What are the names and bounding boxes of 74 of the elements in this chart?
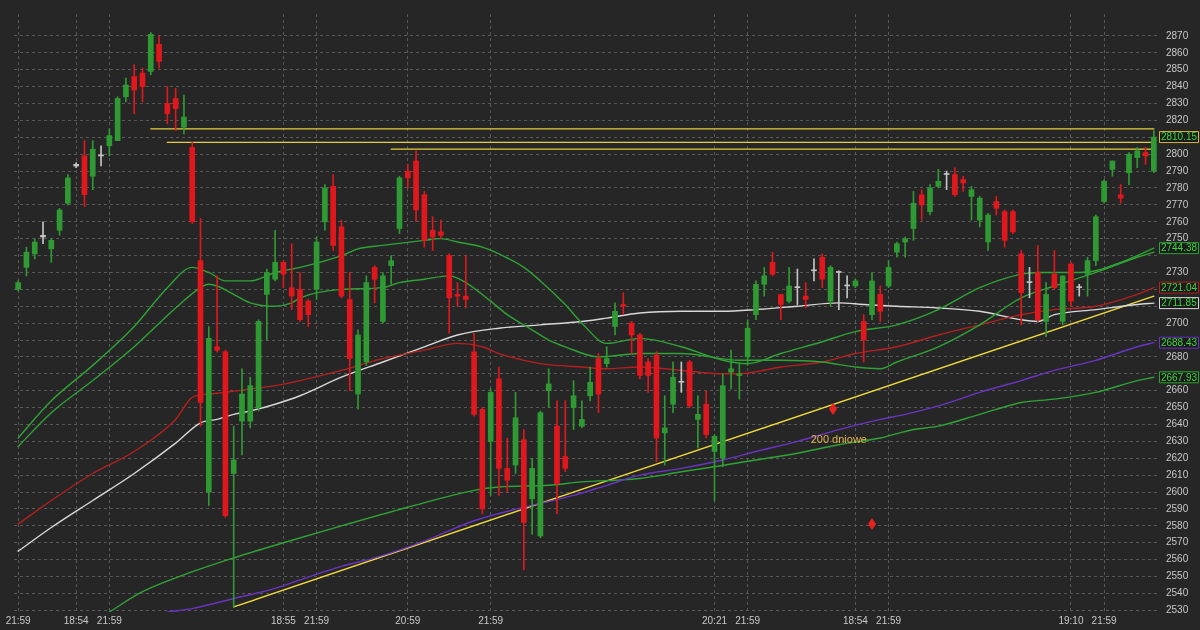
y-tick-label: 2550 (1166, 570, 1189, 582)
line-series (17, 286, 1155, 525)
data-label: 2744.38 (1160, 242, 1198, 254)
y-tick-label: 2860 (1166, 46, 1189, 58)
y-tick-label: 2640 (1166, 418, 1189, 430)
y-tick-label: 2780 (1166, 181, 1189, 193)
y-tick-label: 2580 (1166, 519, 1189, 531)
x-tick-label: 21:59 (876, 614, 902, 626)
y-tick-label: 2620 (1166, 452, 1189, 464)
candlestick (1076, 283, 1083, 297)
candlestick (40, 221, 46, 245)
y-tick-label: 2730 (1166, 266, 1189, 278)
y-tick-label: 2590 (1166, 502, 1189, 514)
candlestick (288, 243, 295, 310)
x-tick-label: 20:21 (701, 614, 728, 626)
candlestick (504, 437, 511, 493)
y-tick-label: 2700 (1166, 316, 1189, 328)
data-label: 2721.04 (1160, 281, 1198, 293)
x-tick-label: 21:59 (735, 614, 761, 626)
candlestick (388, 255, 395, 285)
line-series (166, 341, 1155, 612)
data-label: 2667.93 (1160, 371, 1198, 383)
y-tick-label: 2600 (1166, 485, 1189, 497)
y-tick-label: 2820 (1166, 114, 1189, 126)
candlestick (214, 275, 220, 353)
y-tick-label: 2800 (1166, 147, 1189, 159)
y-tick-label: 2570 (1166, 536, 1189, 548)
x-tick-label: 21:59 (1091, 614, 1118, 626)
y-tick-label: 2750 (1166, 232, 1189, 244)
candlestick (661, 395, 668, 466)
candlestick (545, 368, 552, 408)
candlestick (620, 292, 627, 316)
y-tick-label: 2530 (1166, 604, 1189, 616)
y-tick-label: 2770 (1166, 198, 1189, 210)
x-tick-label: 20:59 (395, 614, 421, 626)
x-tick-label: 21:59 (478, 614, 504, 626)
y-tick-label: 2650 (1166, 401, 1189, 413)
y-tick-label: 2680 (1166, 350, 1189, 362)
x-tick-label: 21:59 (96, 614, 123, 626)
candlestick (230, 425, 237, 608)
candlestick (462, 255, 469, 309)
candlestick (902, 236, 908, 258)
y-tick-label: 2540 (1166, 587, 1189, 599)
y-tick-label: 2630 (1166, 435, 1189, 447)
candlestick (811, 258, 817, 282)
series-label: 200 dniowe (810, 433, 867, 446)
y-tick-label: 2560 (1166, 553, 1189, 565)
candlestick (562, 400, 569, 473)
candlestick (836, 270, 842, 310)
y-tick-label: 2840 (1166, 80, 1189, 92)
candlestick (1117, 184, 1124, 204)
data-label: 2688.43 (1160, 336, 1198, 348)
candlestick (802, 282, 809, 309)
y-tick-label: 2830 (1166, 97, 1189, 109)
x-tick-label: 18:54 (842, 614, 869, 626)
y-tick-label: 2760 (1166, 215, 1189, 227)
x-tick-label: 19:10 (1058, 614, 1084, 626)
candlestick (728, 349, 734, 390)
candlestick (960, 175, 967, 192)
line-series (108, 376, 1155, 612)
annotation: 2810.15 (1160, 131, 1198, 143)
x-tick-label: 21:59 (5, 614, 32, 626)
y-tick-label: 2610 (1166, 468, 1189, 480)
x-tick-label: 21:59 (304, 614, 330, 626)
y-tick-label: 2660 (1166, 384, 1189, 396)
candlestick (438, 219, 444, 239)
x-tick-label: 18:54 (63, 614, 90, 626)
x-tick-label: 18:55 (270, 614, 297, 626)
candlestick (695, 395, 701, 449)
data-label: 2711.85 (1161, 297, 1198, 309)
y-tick-label: 2870 (1166, 29, 1189, 41)
line-series (17, 302, 1155, 552)
y-tick-label: 2850 (1166, 63, 1189, 75)
y-tick-label: 2790 (1166, 164, 1189, 176)
